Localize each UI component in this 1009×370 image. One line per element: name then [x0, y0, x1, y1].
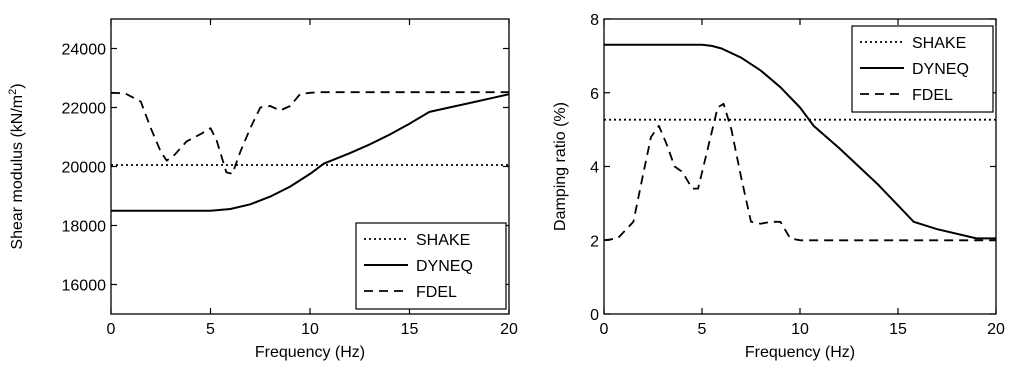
legend-label-dyneq: DYNEQ: [912, 61, 969, 78]
legend-label-shake: SHAKE: [416, 232, 470, 249]
y-tick-label: 4: [590, 160, 599, 177]
series-line-dyneq: [604, 43, 996, 240]
x-axis-title: Frequency (Hz): [745, 344, 855, 361]
y-tick-label: 22000: [62, 101, 107, 118]
y-axis-title-close: ): [9, 83, 26, 88]
x-tick-label: 10: [791, 321, 809, 338]
y-axis-title: Shear modulus (kN/m2): [7, 83, 26, 249]
legend-label-shake: SHAKE: [912, 35, 966, 52]
y-tick-label: 24000: [62, 42, 107, 59]
y-tick-label: 8: [590, 12, 599, 29]
x-tick-label: 20: [500, 321, 518, 338]
legend-label-fdel: FDEL: [416, 284, 457, 301]
x-tick-label: 5: [698, 321, 707, 338]
y-axis-title-superscript: 2: [7, 89, 19, 95]
chart-2: 0 5 10 15 20 0 2 4 6 8 Frequency (Hz) Damping ratio…: [552, 12, 1005, 361]
x-axis-title: Frequency (Hz): [255, 344, 365, 361]
x-tick-label: 15: [889, 321, 907, 338]
legend-label-dyneq: DYNEQ: [416, 258, 473, 275]
chart-1: 0 5 10 15 20 16000 18000 20000 22000 24000 Frequen…: [7, 18, 518, 361]
series-line-dyneq: [111, 93, 509, 212]
x-tick-label: 0: [107, 321, 116, 338]
y-tick-label: 6: [590, 86, 599, 103]
x-tick-label: 5: [206, 321, 215, 338]
x-tick-label: 20: [987, 321, 1005, 338]
y-tick-label: 20000: [62, 160, 107, 177]
series-line-fdel: [604, 102, 996, 242]
y-axis-title: Damping ratio (%): [552, 102, 569, 231]
y-tick-label: 0: [590, 307, 599, 324]
y-axis-title-main: Shear modulus (kN/m: [9, 95, 26, 250]
x-tick-label: 15: [401, 321, 419, 338]
legend-label-fdel: FDEL: [912, 87, 953, 104]
x-tick-label: 0: [600, 321, 609, 338]
y-tick-label: 2: [590, 233, 599, 250]
series-line-fdel: [111, 91, 509, 175]
y-tick-label: 18000: [62, 219, 107, 236]
y-tick-label: 16000: [62, 278, 107, 295]
x-tick-label: 10: [301, 321, 319, 338]
